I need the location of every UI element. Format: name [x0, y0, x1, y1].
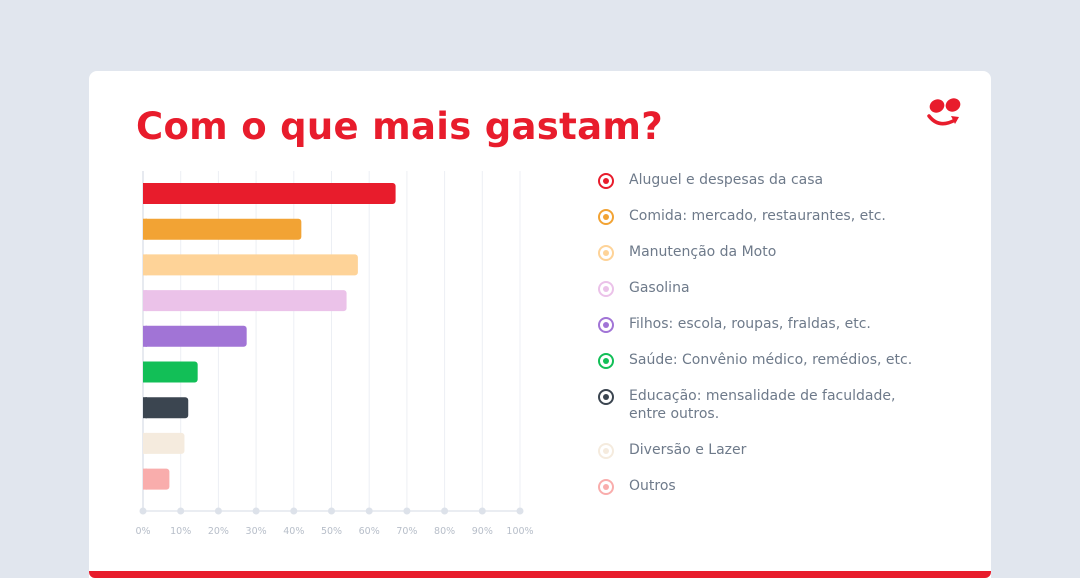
axis-tick-dot [328, 507, 335, 515]
legend-item[interactable]: Diversão e Lazer [598, 441, 929, 459]
legend-label: Saúde: Convênio médico, remédios, etc. [629, 352, 913, 368]
x-tick-label: 50% [321, 526, 342, 537]
axis-tick-dot [177, 507, 185, 515]
legend-label: Educação: mensalidade de faculdade, entr… [629, 388, 896, 422]
legend-label: Outros [629, 478, 676, 494]
legend-item[interactable]: Saúde: Convênio médico, remédios, etc. [598, 351, 929, 369]
legend-label: Aluguel e despesas da casa [629, 172, 824, 188]
x-tick-label: 20% [208, 526, 229, 537]
legend-item[interactable]: Comida: mercado, restaurantes, etc. [598, 207, 929, 225]
bar[interactable] [143, 183, 396, 204]
bar[interactable] [143, 432, 185, 454]
bar-left-edge [143, 397, 147, 419]
bar-left-edge [143, 361, 147, 383]
bar-left-edge [143, 432, 147, 454]
bar-left-edge [143, 183, 147, 204]
bar-left-edge [143, 468, 147, 490]
bar-left-edge [143, 218, 147, 240]
smile-arrow-logo-icon [927, 98, 961, 126]
bar-left-edge [143, 290, 147, 312]
legend-marker-icon [598, 317, 614, 333]
bar-chart: 0% 10% 20% 30% 40% 50% 60% 70% 80% 90% 100% [135, 171, 534, 537]
legend-label: Filhos: escola, roupas, fraldas, etc. [629, 316, 871, 332]
x-tick-label: 60% [359, 526, 380, 537]
legend-marker-icon [598, 479, 614, 495]
legend-item[interactable]: Aluguel e despesas da casa [598, 171, 929, 189]
legend-item[interactable]: Educação: mensalidade de faculdade, entr… [598, 387, 929, 423]
legend-marker-icon [598, 353, 614, 369]
legend-marker-icon [598, 281, 614, 297]
legend-marker-icon [598, 245, 614, 261]
legend-label: Gasolina [629, 280, 690, 296]
legend-item[interactable]: Gasolina [598, 279, 929, 297]
bar[interactable] [143, 325, 247, 347]
legend-label: Diversão e Lazer [629, 442, 747, 458]
bar[interactable] [143, 361, 198, 383]
legend-marker-icon [598, 389, 614, 405]
card-bottom-accent [89, 571, 991, 578]
bar[interactable] [143, 290, 347, 312]
axis-tick-dot [139, 507, 147, 515]
legend-item[interactable]: Manutenção da Moto [598, 243, 929, 261]
axis-tick-dot [290, 507, 298, 515]
axis-tick-dot [478, 507, 486, 515]
x-tick-label: 0% [135, 526, 150, 537]
x-tick-label: 30% [246, 526, 267, 537]
axis-tick-dot [441, 507, 449, 515]
axis-tick-dot [516, 507, 524, 515]
bar-left-edge [143, 254, 147, 276]
x-tick-label: 70% [396, 526, 417, 537]
legend-item[interactable]: Filhos: escola, roupas, fraldas, etc. [598, 315, 929, 333]
x-tick-label: 10% [170, 526, 191, 537]
x-tick-label: 90% [472, 526, 493, 537]
legend-marker-icon [598, 443, 614, 459]
bar-layer [143, 183, 396, 490]
page-title: Com o que mais gastam? [136, 105, 663, 148]
legend-item[interactable]: Outros [598, 477, 929, 495]
chart-card: Com o que mais gastam? 0% 10% 20% 30% 40% 50%… [89, 71, 991, 578]
x-axis: 0% 10% 20% 30% 40% 50% 60% 70% 80% 90% 100% [135, 507, 534, 537]
x-tick-label: 100% [506, 526, 533, 537]
x-tick-label: 40% [283, 526, 304, 537]
bar[interactable] [143, 218, 302, 240]
bar[interactable] [143, 468, 170, 490]
legend-label: Manutenção da Moto [629, 244, 777, 260]
axis-tick-dot [403, 507, 411, 515]
bar-left-edge [143, 325, 147, 347]
bar[interactable] [143, 254, 358, 276]
x-tick-label: 80% [434, 526, 455, 537]
bar[interactable] [143, 397, 189, 419]
axis-tick-dot [214, 507, 222, 515]
legend-marker-icon [598, 209, 614, 225]
legend-label: Comida: mercado, restaurantes, etc. [629, 208, 886, 224]
axis-tick-dot [365, 507, 373, 515]
legend-marker-icon [598, 173, 614, 189]
axis-tick-dot [252, 507, 260, 515]
